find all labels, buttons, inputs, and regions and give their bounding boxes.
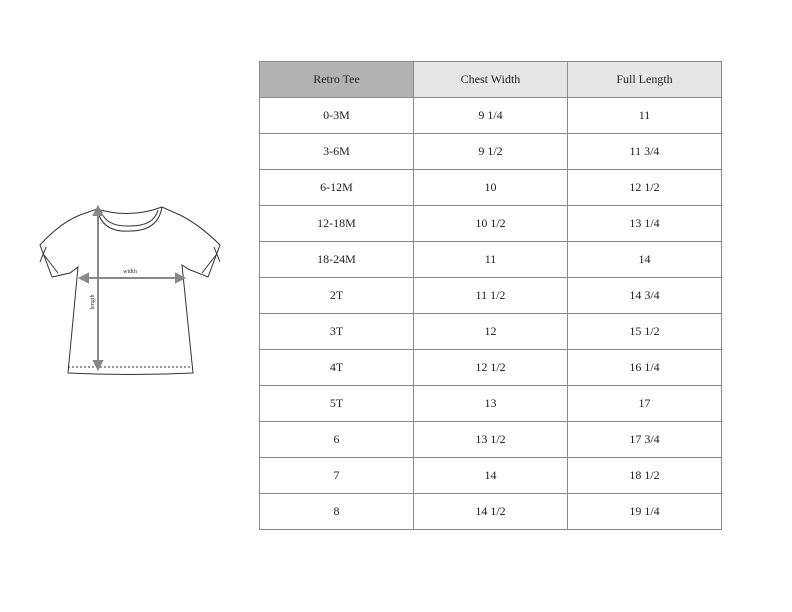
length-label: length (90, 295, 96, 310)
cell-size: 7 (259, 457, 414, 494)
cell-chest-width: 11 (413, 241, 568, 278)
cell-full-length: 11 3/4 (567, 133, 722, 170)
cell-full-length: 19 1/4 (567, 493, 722, 530)
cell-size: 6 (259, 421, 414, 458)
cell-full-length: 15 1/2 (567, 313, 722, 350)
header-size: Retro Tee (259, 61, 414, 98)
table-row: 0-3M 9 1/4 11 (259, 97, 722, 134)
table-row: 5T 13 17 (259, 385, 722, 422)
cell-full-length: 18 1/2 (567, 457, 722, 494)
size-chart-table: Retro Tee Chest Width Full Length 0-3M 9 … (259, 61, 722, 530)
cell-full-length: 13 1/4 (567, 205, 722, 242)
shirt-outline (39, 206, 221, 375)
cell-size: 4T (259, 349, 414, 386)
cell-chest-width: 12 1/2 (413, 349, 568, 386)
table-row: 3-6M 9 1/2 11 3/4 (259, 133, 722, 170)
cell-size: 3T (259, 313, 414, 350)
table-row: 3T 12 15 1/2 (259, 313, 722, 350)
cell-size: 12-18M (259, 205, 414, 242)
table-row: 12-18M 10 1/2 13 1/4 (259, 205, 722, 242)
cell-chest-width: 9 1/4 (413, 97, 568, 134)
cell-size: 6-12M (259, 169, 414, 206)
cell-size: 0-3M (259, 97, 414, 134)
cell-chest-width: 10 (413, 169, 568, 206)
cell-size: 8 (259, 493, 414, 530)
table-row: 6-12M 10 12 1/2 (259, 169, 722, 206)
cell-chest-width: 13 (413, 385, 568, 422)
cell-chest-width: 12 (413, 313, 568, 350)
table-row: 4T 12 1/2 16 1/4 (259, 349, 722, 386)
cell-full-length: 17 (567, 385, 722, 422)
cell-full-length: 17 3/4 (567, 421, 722, 458)
cell-chest-width: 14 1/2 (413, 493, 568, 530)
cell-chest-width: 14 (413, 457, 568, 494)
table-row: 18-24M 11 14 (259, 241, 722, 278)
cell-size: 5T (259, 385, 414, 422)
cell-chest-width: 9 1/2 (413, 133, 568, 170)
cell-full-length: 11 (567, 97, 722, 134)
table-row: 6 13 1/2 17 3/4 (259, 421, 722, 458)
cell-full-length: 14 (567, 241, 722, 278)
header-chest-width: Chest Width (413, 61, 568, 98)
header-row: Retro Tee Chest Width Full Length (259, 61, 722, 98)
header-full-length: Full Length (567, 61, 722, 98)
cell-chest-width: 11 1/2 (413, 277, 568, 314)
cell-full-length: 14 3/4 (567, 277, 722, 314)
cell-size: 18-24M (259, 241, 414, 278)
cell-full-length: 16 1/4 (567, 349, 722, 386)
table-row: 7 14 18 1/2 (259, 457, 722, 494)
cell-full-length: 12 1/2 (567, 169, 722, 206)
tshirt-measurement-diagram: width length (39, 204, 221, 375)
table-row: 2T 11 1/2 14 3/4 (259, 277, 722, 314)
cell-size: 3-6M (259, 133, 414, 170)
cell-size: 2T (259, 277, 414, 314)
cell-chest-width: 13 1/2 (413, 421, 568, 458)
cell-chest-width: 10 1/2 (413, 205, 568, 242)
width-label: width (123, 269, 137, 275)
table-row: 8 14 1/2 19 1/4 (259, 493, 722, 530)
